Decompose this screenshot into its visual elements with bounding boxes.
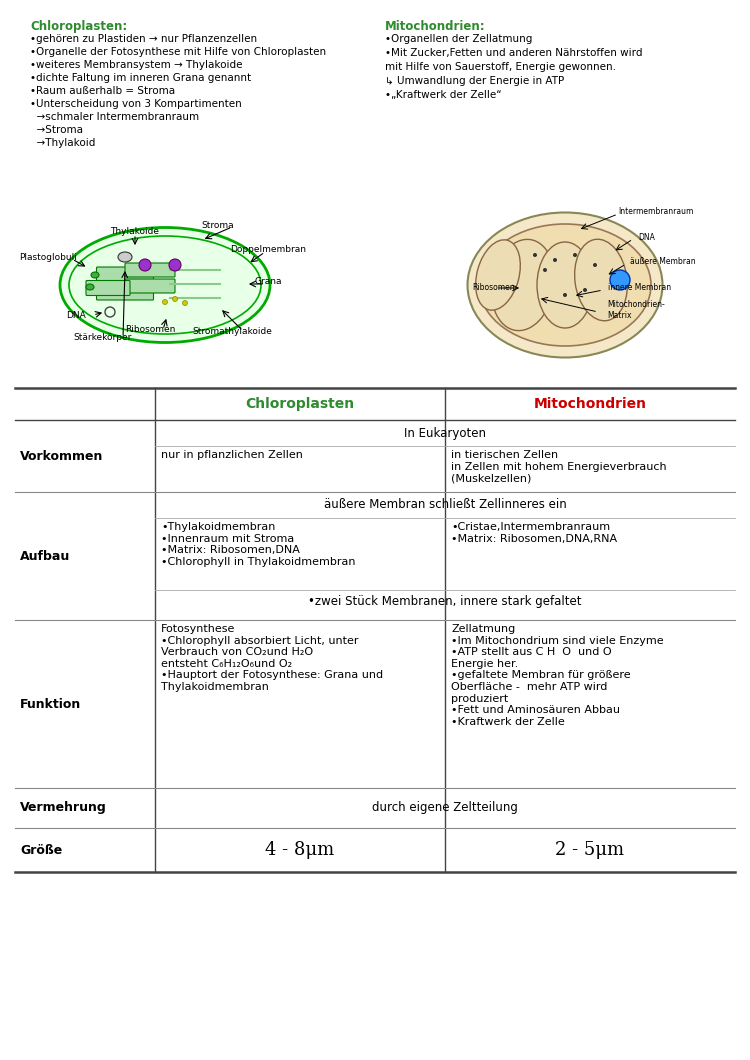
FancyBboxPatch shape [97, 284, 154, 300]
FancyBboxPatch shape [125, 263, 175, 277]
Text: •Organellen der Zellatmung: •Organellen der Zellatmung [385, 34, 532, 45]
Text: Plastoglobuli: Plastoglobuli [19, 252, 77, 262]
Text: Vorkommen: Vorkommen [20, 449, 104, 462]
Circle shape [563, 293, 567, 297]
Text: ↳ Umwandlung der Energie in ATP: ↳ Umwandlung der Energie in ATP [385, 76, 564, 86]
Text: •gehören zu Plastiden → nur Pflanzenzellen: •gehören zu Plastiden → nur Pflanzenzell… [30, 34, 257, 45]
Text: •Raum außerhalb = Stroma: •Raum außerhalb = Stroma [30, 86, 175, 96]
Text: Thylakoide: Thylakoide [110, 228, 160, 236]
Text: DNA: DNA [638, 232, 655, 242]
Text: mit Hilfe von Sauerstoff, Energie gewonnen.: mit Hilfe von Sauerstoff, Energie gewonn… [385, 61, 616, 72]
Text: •zwei Stück Membranen, innere stark gefaltet: •zwei Stück Membranen, innere stark gefa… [308, 595, 582, 607]
Text: Stärkekörper: Stärkekörper [74, 334, 132, 342]
Ellipse shape [91, 272, 99, 278]
Text: in tierischen Zellen
in Zellen mit hohem Energieverbrauch
(Muskelzellen): in tierischen Zellen in Zellen mit hohem… [451, 450, 667, 483]
Text: •Thylakoidmembran
•Innenraum mit Stroma
•Matrix: Ribosomen,DNA
•Chlorophyll in T: •Thylakoidmembran •Innenraum mit Stroma … [161, 522, 356, 567]
Text: Ribosomen: Ribosomen [472, 283, 514, 293]
FancyBboxPatch shape [86, 281, 130, 296]
Circle shape [573, 253, 577, 257]
Text: In Eukaryoten: In Eukaryoten [404, 426, 486, 440]
Text: 4 - 8μm: 4 - 8μm [266, 841, 334, 859]
Circle shape [610, 270, 630, 290]
Text: •Organelle der Fotosynthese mit Hilfe von Chloroplasten: •Organelle der Fotosynthese mit Hilfe vo… [30, 47, 326, 57]
Ellipse shape [476, 240, 520, 311]
Text: •dichte Faltung im inneren Grana genannt: •dichte Faltung im inneren Grana genannt [30, 73, 251, 83]
Text: Aufbau: Aufbau [20, 549, 70, 563]
Circle shape [182, 300, 188, 305]
Text: nur in pflanzlichen Zellen: nur in pflanzlichen Zellen [161, 450, 303, 460]
Ellipse shape [118, 252, 132, 262]
Text: →schmaler Intermembranraum: →schmaler Intermembranraum [30, 112, 200, 122]
Text: Vermehrung: Vermehrung [20, 801, 106, 814]
FancyBboxPatch shape [97, 267, 154, 283]
Text: •Mit Zucker,Fetten und anderen Nährstoffen wird: •Mit Zucker,Fetten und anderen Nährstoff… [385, 48, 643, 58]
Text: •Unterscheidung von 3 Kompartimenten: •Unterscheidung von 3 Kompartimenten [30, 99, 242, 109]
Circle shape [593, 263, 597, 267]
Text: Größe: Größe [20, 844, 62, 856]
Text: Fotosynthese
•Chlorophyll absorbiert Licht, unter
Verbrauch von CO₂und H₂O
entst: Fotosynthese •Chlorophyll absorbiert Lic… [161, 624, 383, 692]
Text: •Cristae,Intermembranraum
•Matrix: Ribosomen,DNA,RNA: •Cristae,Intermembranraum •Matrix: Ribos… [451, 522, 617, 544]
Text: Doppelmembran: Doppelmembran [230, 246, 306, 254]
Ellipse shape [60, 228, 270, 342]
Text: →Stroma: →Stroma [30, 125, 83, 135]
Circle shape [163, 300, 167, 304]
Text: Ribosomen: Ribosomen [124, 325, 176, 335]
Text: →Thylakoid: →Thylakoid [30, 138, 95, 148]
Text: Mitochondrien:: Mitochondrien: [385, 20, 486, 33]
Text: 2 - 5μm: 2 - 5μm [556, 841, 625, 859]
Text: Stroma: Stroma [202, 220, 234, 230]
Ellipse shape [537, 242, 593, 328]
Circle shape [139, 259, 151, 271]
Circle shape [583, 288, 587, 292]
Text: Chloroplasten: Chloroplasten [245, 398, 355, 411]
Ellipse shape [467, 212, 662, 357]
Text: Intermembranraum: Intermembranraum [618, 208, 693, 216]
Text: Zellatmung
•Im Mitochondrium sind viele Enzyme
•ATP stellt aus C H  O  und O
Ene: Zellatmung •Im Mitochondrium sind viele … [451, 624, 664, 727]
Text: Mitochondrien-
Matrix: Mitochondrien- Matrix [607, 300, 664, 320]
Text: •weiteres Membransystem → Thylakoide: •weiteres Membransystem → Thylakoide [30, 60, 242, 70]
Text: äußere Membran: äußere Membran [630, 258, 696, 266]
Text: innere Membran: innere Membran [608, 283, 671, 293]
Circle shape [553, 258, 557, 262]
Ellipse shape [86, 284, 94, 290]
Text: äußere Membran schließt Zellinneres ein: äußere Membran schließt Zellinneres ein [324, 498, 566, 512]
Ellipse shape [574, 240, 627, 321]
FancyBboxPatch shape [125, 279, 175, 293]
Text: Funktion: Funktion [20, 697, 81, 710]
Text: DNA: DNA [66, 311, 86, 319]
Circle shape [543, 268, 547, 272]
Ellipse shape [491, 240, 554, 331]
Text: •„Kraftwerk der Zelle“: •„Kraftwerk der Zelle“ [385, 90, 502, 100]
Text: Grana: Grana [254, 278, 282, 286]
Text: Mitochondrien: Mitochondrien [533, 398, 646, 411]
Text: durch eigene Zeltteilung: durch eigene Zeltteilung [372, 801, 518, 814]
Circle shape [533, 253, 537, 257]
Ellipse shape [479, 224, 651, 346]
Circle shape [169, 259, 181, 271]
Text: Stromathylakoide: Stromathylakoide [192, 328, 272, 336]
Text: Chloroplasten:: Chloroplasten: [30, 20, 128, 33]
Circle shape [172, 297, 178, 301]
